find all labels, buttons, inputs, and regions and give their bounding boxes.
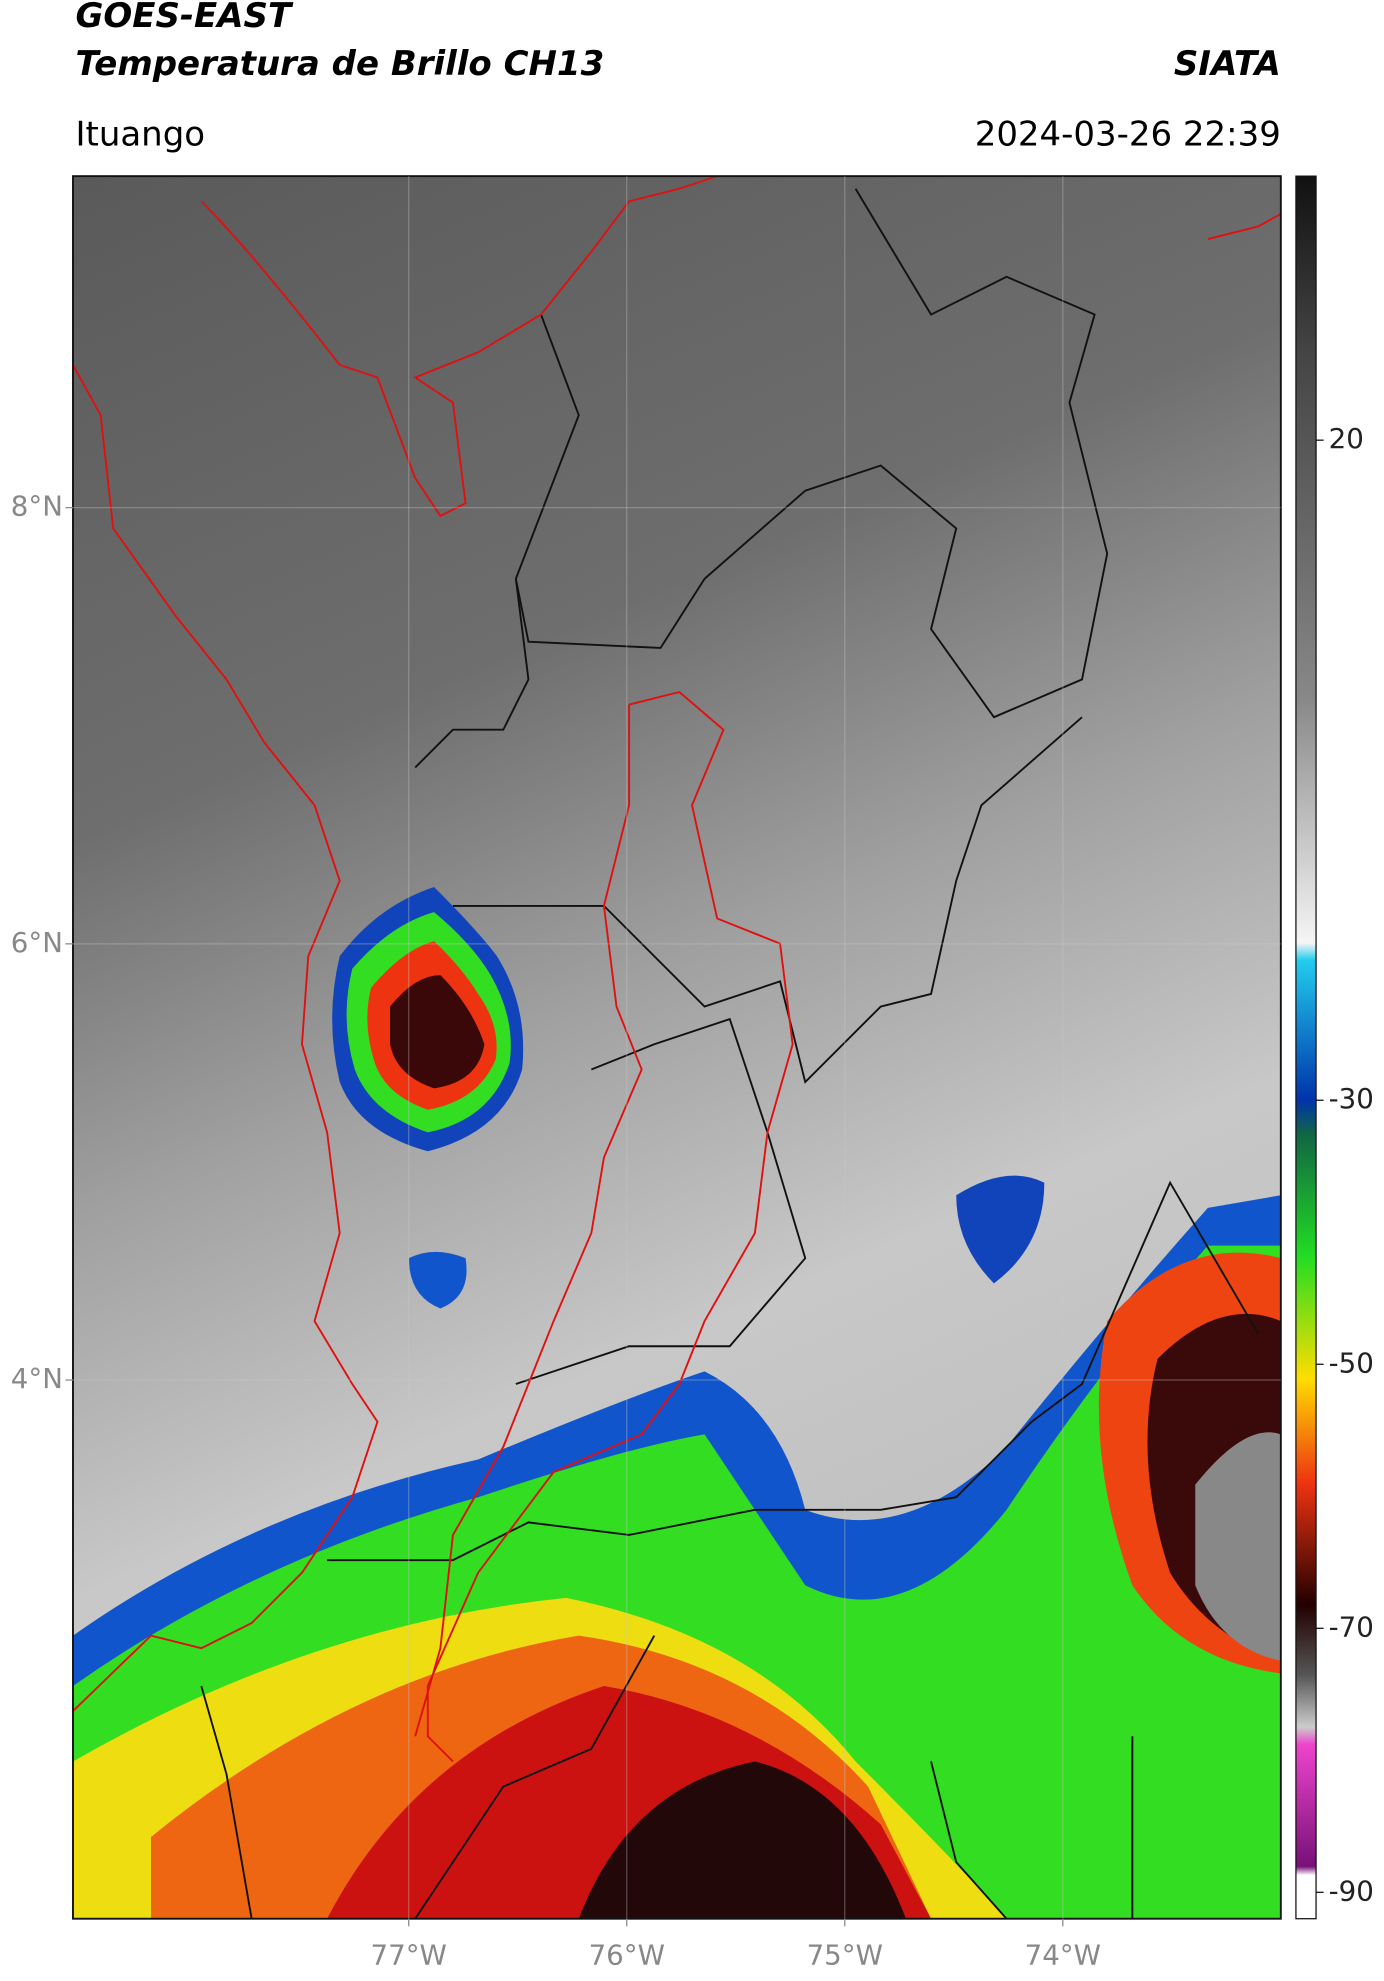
title: GOES-EAST [75,0,293,36]
colorbar-tick-label: -70 [1329,1610,1374,1643]
x-tick-label: 75°W [807,1938,883,1971]
colorbar-tick-label: -50 [1329,1346,1374,1379]
y-tick-label: 4°N [11,1362,63,1395]
colorbar-tick-label: -30 [1329,1082,1374,1115]
satellite-image [72,176,1281,1919]
colorbar-tick-label: -90 [1329,1874,1374,1907]
map-frame [72,175,1282,1920]
location: Ituango [75,114,205,154]
y-tick-label: 6°N [11,926,63,959]
source: SIATA [1174,44,1281,84]
x-tick-label: 74°W [1025,1938,1101,1971]
x-tick-label: 76°W [589,1938,665,1971]
y-tick-label: 8°N [11,490,63,523]
datetime: 2024-03-26 22:39 [975,114,1281,154]
colorbar [1295,175,1317,1920]
subtitle: Temperatura de Brillo CH13 [75,44,604,84]
x-tick-label: 77°W [371,1938,447,1971]
colorbar-tick-label: 20 [1329,422,1364,455]
